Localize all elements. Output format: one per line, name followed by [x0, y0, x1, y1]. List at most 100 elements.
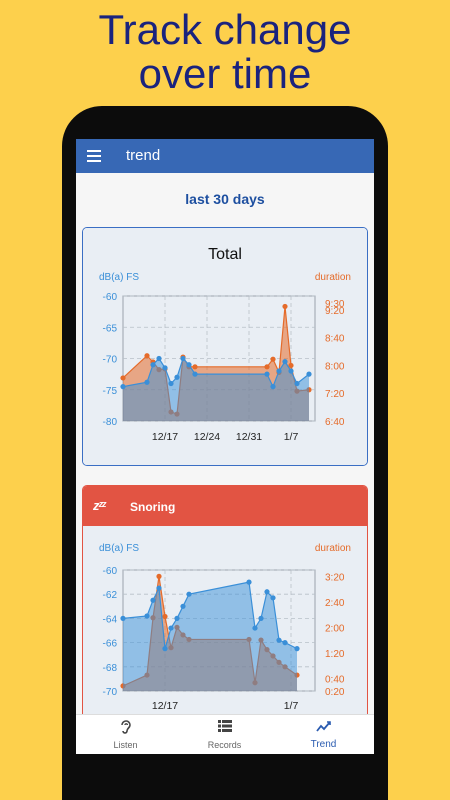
x-tick-label: 1/7 [284, 431, 299, 443]
db-point [276, 637, 282, 643]
db-point [162, 365, 168, 371]
x-tick-label: 1/7 [284, 700, 299, 712]
y-left-tick-label: -62 [103, 590, 118, 601]
headline: Track change over time [0, 8, 450, 96]
snoring-card-title: Snoring [130, 500, 176, 514]
y-right-axis-label: duration [315, 272, 351, 283]
y-left-tick-label: -75 [103, 386, 118, 397]
snoring-header: zᶻᶻ Snoring [83, 486, 367, 526]
y-right-tick-label: 3:20 [325, 572, 345, 583]
x-tick-label: 12/24 [194, 431, 220, 443]
db-point [192, 371, 198, 377]
y-right-tick-label: 2:40 [325, 598, 345, 609]
db-point [150, 362, 156, 368]
db-point [120, 615, 126, 621]
ear-icon [76, 719, 175, 737]
y-right-tick-label: 9:30 [325, 299, 345, 310]
duration-point [270, 356, 276, 362]
app-bar: trend [76, 139, 374, 173]
duration-point [162, 613, 168, 620]
y-right-tick-label: 8:40 [325, 334, 345, 345]
y-left-axis-label: dB(a) FS [99, 272, 139, 283]
duration-point [288, 362, 294, 369]
db-point [150, 597, 156, 603]
db-point [180, 355, 186, 362]
y-right-tick-label: 6:40 [325, 417, 345, 428]
db-point [174, 615, 180, 621]
db-point [156, 585, 162, 591]
total-chart: -60 -65 -70 -75 -80 12/17 12/24 12/31 1/7 9:309:2… [99, 272, 351, 443]
duration-point [282, 303, 288, 310]
zzz-icon: zᶻᶻ [93, 498, 106, 513]
period-label[interactable]: last 30 days [185, 191, 265, 207]
x-tick-label: 12/17 [152, 431, 178, 443]
nav-label-listen: Listen [113, 740, 138, 750]
db-point [270, 595, 276, 601]
y-left-tick-label: -80 [103, 417, 118, 428]
total-card-title: Total [208, 246, 242, 263]
hamburger-menu-icon[interactable] [87, 150, 101, 162]
y-right-tick-label: 2:00 [325, 623, 345, 634]
db-point [156, 355, 162, 362]
y-left-tick-label: -65 [103, 323, 118, 334]
nav-item-trend[interactable]: Trend [274, 715, 373, 754]
nav-item-records[interactable]: Records [175, 715, 274, 754]
duration-point [192, 364, 198, 370]
headline-line2: over time [138, 50, 312, 97]
y-right-tick-label: 9:20 [325, 306, 345, 317]
y-right-tick-label: 1:20 [325, 649, 345, 660]
db-point [282, 640, 288, 646]
db-point [252, 625, 258, 631]
y-left-tick-label: -70 [103, 355, 118, 366]
db-point [186, 362, 192, 368]
y-right-tick-label: 7:20 [325, 389, 345, 400]
db-point [246, 579, 252, 585]
db-point [162, 646, 168, 652]
db-point [186, 591, 192, 597]
y-right-tick-label: 8:00 [325, 361, 345, 372]
y-left-tick-label: -70 [103, 687, 118, 698]
y-right-axis-label: duration [315, 543, 351, 554]
db-point [288, 368, 294, 374]
db-point [168, 380, 174, 387]
y-left-axis-label: dB(a) FS [99, 543, 139, 554]
y-right-tick-label: 0:40 [325, 674, 345, 685]
db-point [276, 368, 282, 374]
app-screen: trend last 30 days Total -60 -65 -70 -75 -80… [76, 139, 374, 754]
y-left-tick-label: -66 [103, 639, 118, 650]
page-title: trend [126, 147, 161, 164]
db-point [180, 603, 186, 609]
db-point [294, 380, 300, 387]
headline-line1: Track change [98, 6, 352, 53]
db-point [270, 384, 276, 390]
db-point [120, 384, 126, 390]
db-point [144, 613, 150, 619]
total-card[interactable]: Total -60 -65 -70 -75 -80 12/17 12/24 12/31 1/7 9… [82, 227, 368, 466]
list-icon [175, 719, 274, 737]
nav-label-records: Records [207, 740, 242, 750]
duration-point [144, 353, 150, 359]
db-point [264, 371, 270, 377]
db-point [174, 374, 180, 380]
db-point [144, 379, 150, 385]
x-tick-label: 12/17 [152, 700, 178, 712]
y-left-tick-label: -60 [103, 292, 118, 303]
y-left-tick-label: -64 [103, 614, 118, 625]
bottom-nav: Listen Records Trend [76, 714, 374, 754]
duration-point [264, 364, 270, 370]
snoring-chart: -60 -62 -64 -66 -68 -70 12/17 1/7 3:20 2:40 2:00 1:… [99, 543, 351, 712]
db-point [306, 371, 312, 377]
db-point [282, 359, 288, 365]
x-tick-label: 12/31 [236, 431, 262, 443]
trend-icon [274, 719, 373, 737]
db-point [258, 615, 264, 621]
db-point [168, 625, 174, 631]
y-left-tick-label: -68 [103, 663, 118, 674]
db-point [294, 646, 300, 652]
db-point [264, 589, 270, 595]
y-right-tick-label: 0:20 [325, 687, 345, 698]
db-area [123, 582, 297, 691]
duration-point [156, 573, 162, 579]
nav-item-listen[interactable]: Listen [76, 715, 175, 754]
total-chart-area [83, 228, 367, 465]
